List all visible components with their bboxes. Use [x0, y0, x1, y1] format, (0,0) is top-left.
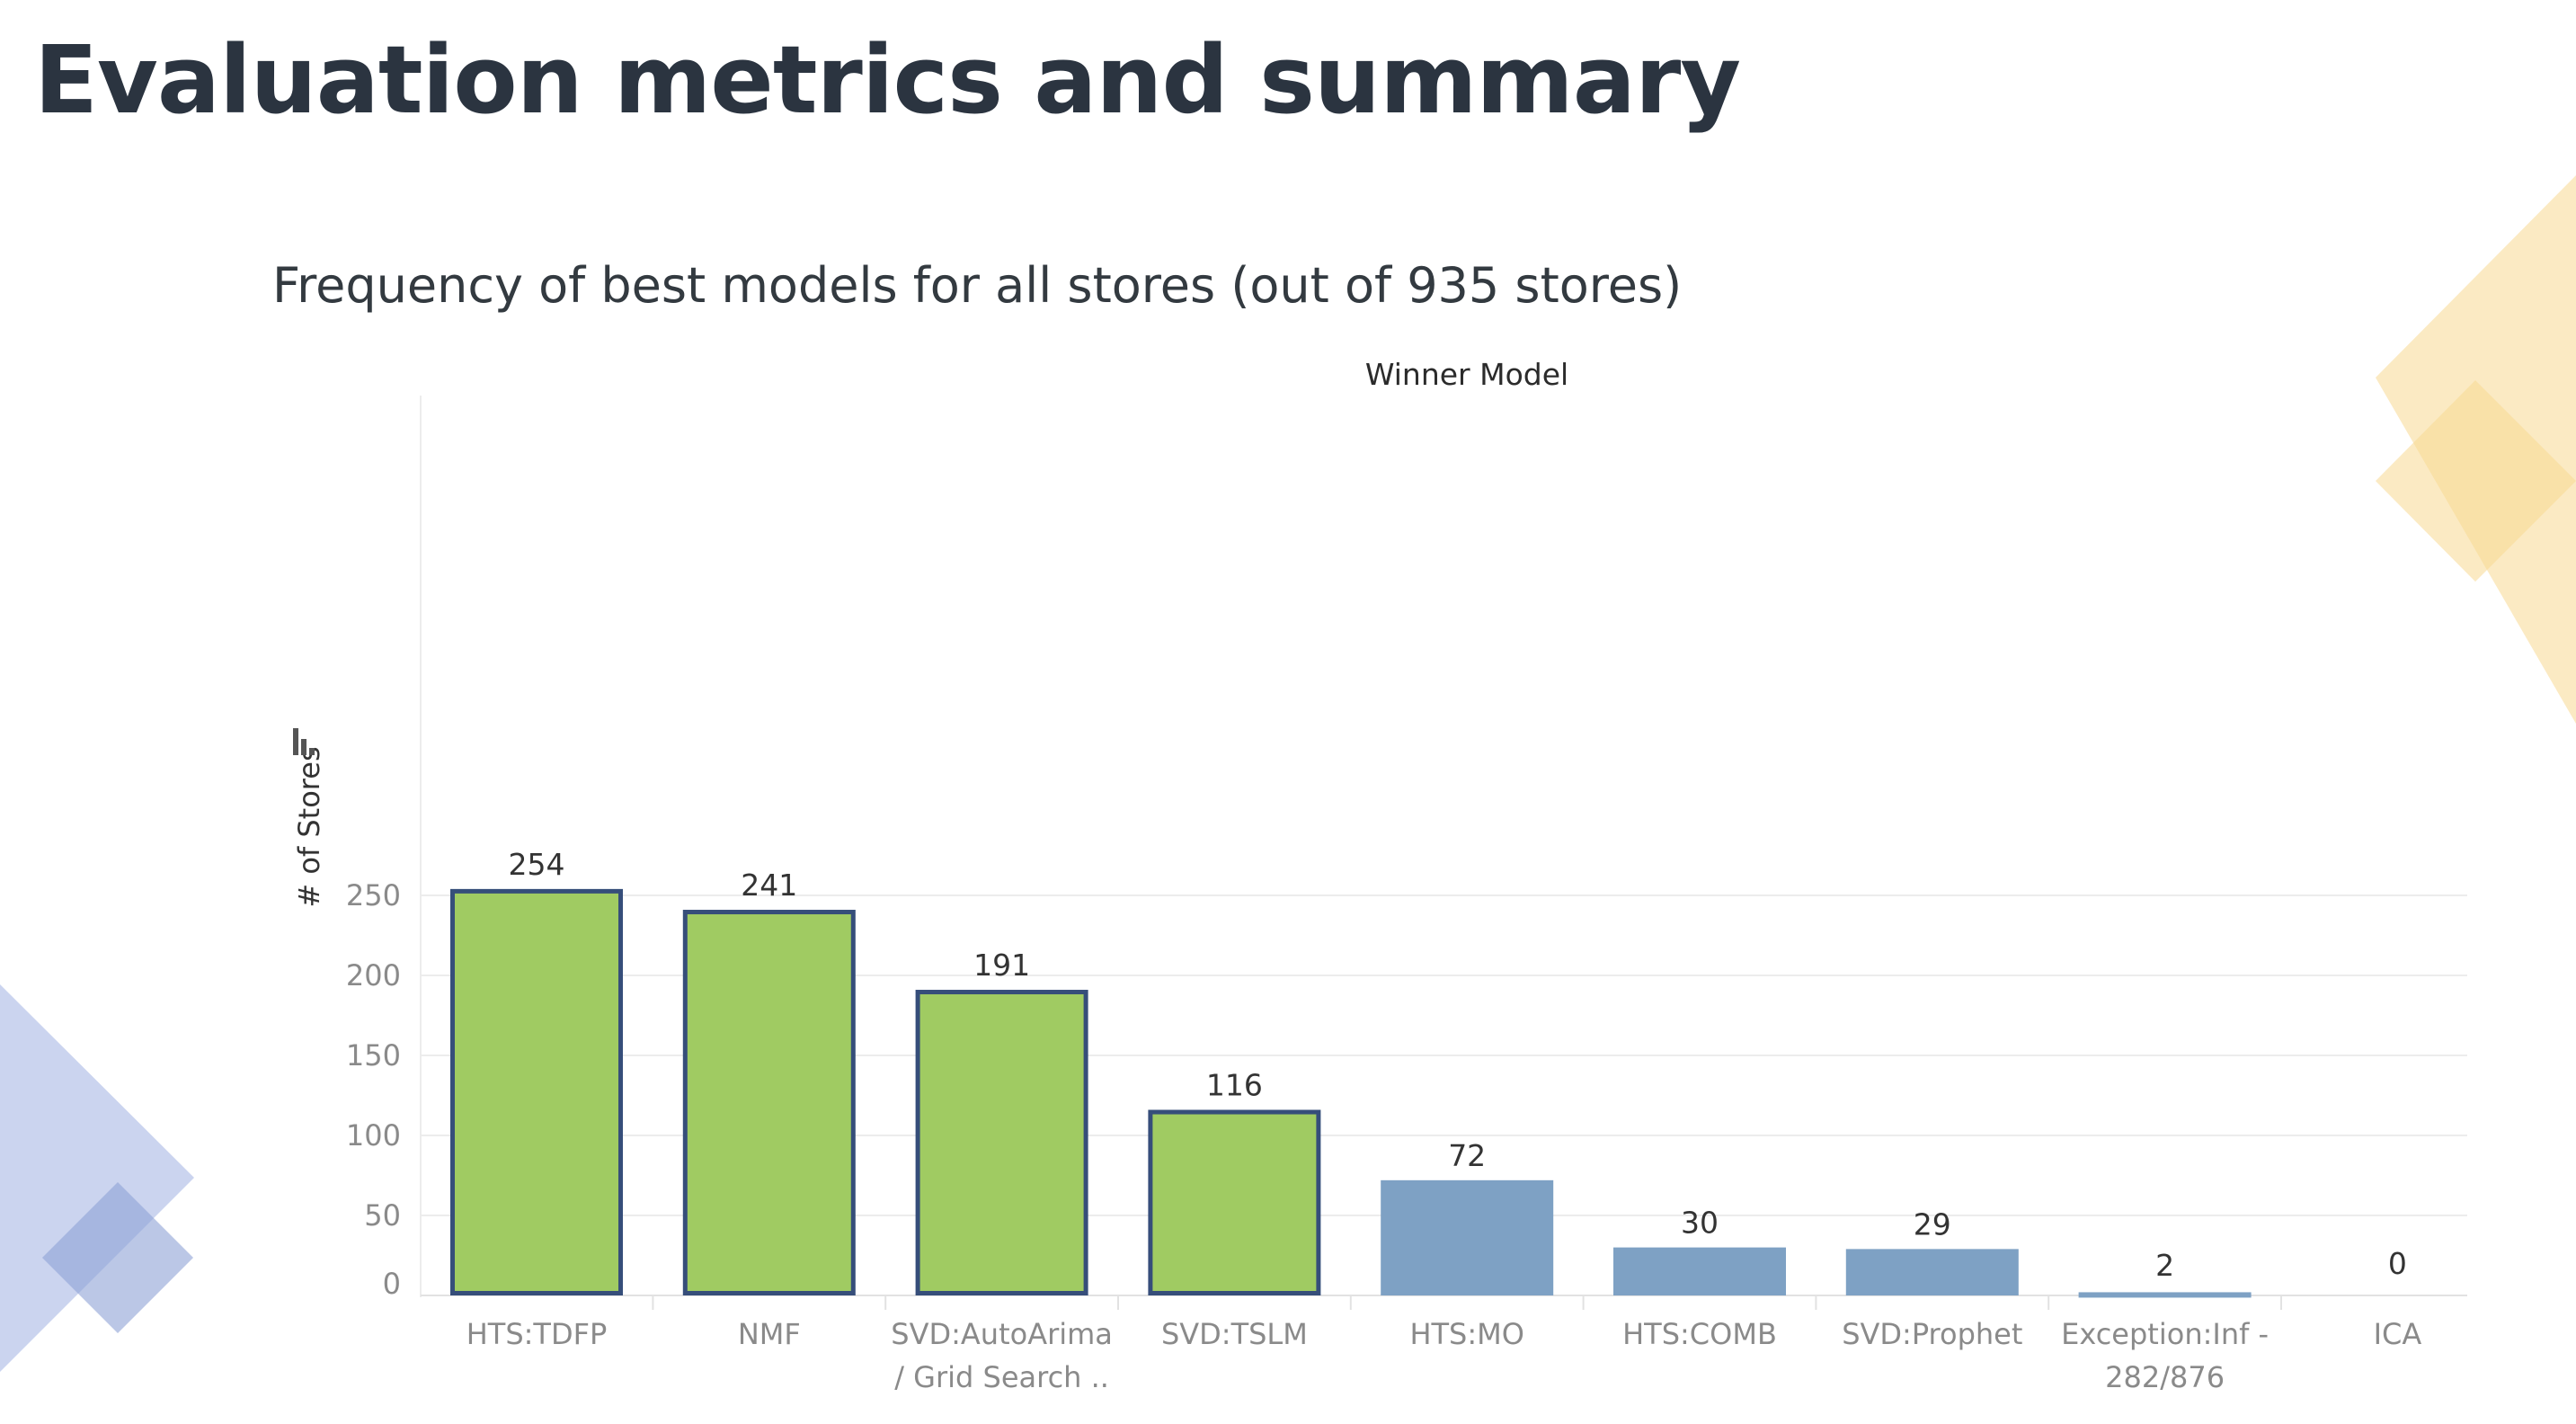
- data-label: 241: [741, 868, 797, 903]
- data-label: 254: [509, 847, 565, 882]
- y-axis-title: # of Stores: [292, 746, 326, 907]
- bar-highlighted[interactable]: [682, 910, 856, 1296]
- slide-title: Evaluation metrics and summary: [34, 25, 1741, 135]
- y-tick-label: 200: [346, 958, 401, 992]
- y-tick-label: 250: [346, 878, 401, 912]
- x-tick-label: / Grid Search ..: [894, 1360, 1109, 1394]
- bar[interactable]: [1845, 1249, 2019, 1295]
- data-label: 2: [2155, 1248, 2174, 1283]
- x-tick-label: HTS:TDFP: [466, 1317, 608, 1351]
- y-tick-label: 150: [346, 1038, 401, 1072]
- bar-highlighted[interactable]: [915, 990, 1088, 1296]
- x-tick-label: 282/876: [2105, 1360, 2225, 1394]
- column-header: Winner Model: [1365, 357, 1568, 392]
- data-label: 191: [973, 948, 1030, 983]
- y-tick-label: 0: [383, 1267, 401, 1301]
- data-label: 116: [1206, 1068, 1263, 1103]
- bar[interactable]: [2078, 1292, 2252, 1298]
- sort-icon[interactable]: [293, 728, 315, 755]
- y-axis: 0 50 100 150 200 250: [346, 878, 401, 1301]
- x-tick-label: SVD:Prophet: [1842, 1317, 2022, 1351]
- x-axis: HTS:TDFP NMF SVD:AutoArima / Grid Search ..…: [466, 1295, 2422, 1394]
- x-tick-label: ICA: [2374, 1317, 2422, 1351]
- chart-title: Frequency of best models for all stores …: [272, 257, 1683, 314]
- x-tick-label: NMF: [738, 1317, 801, 1351]
- bar[interactable]: [1381, 1179, 1554, 1295]
- y-tick-label: 100: [346, 1118, 401, 1153]
- y-axis-label: # of Stores: [292, 746, 326, 907]
- x-tick-label: Exception:Inf -: [2061, 1317, 2269, 1351]
- bar-highlighted[interactable]: [1148, 1109, 1321, 1296]
- bar[interactable]: [1613, 1247, 1786, 1295]
- data-labels: 254 241 191 116 72 30 29 2 0: [509, 847, 2407, 1283]
- bar-highlighted[interactable]: [450, 888, 623, 1295]
- data-label: 30: [1681, 1206, 1719, 1241]
- bars: [450, 888, 2252, 1298]
- data-label: 72: [1448, 1138, 1486, 1173]
- y-tick-label: 50: [364, 1198, 401, 1233]
- data-label: 0: [2388, 1246, 2407, 1281]
- x-tick-label: HTS:COMB: [1622, 1317, 1777, 1351]
- x-tick-label: SVD:TSLM: [1161, 1317, 1308, 1351]
- data-label: 29: [1914, 1206, 1951, 1242]
- x-tick-label: SVD:AutoArima: [891, 1317, 1113, 1351]
- x-tick-label: HTS:MO: [1409, 1317, 1524, 1351]
